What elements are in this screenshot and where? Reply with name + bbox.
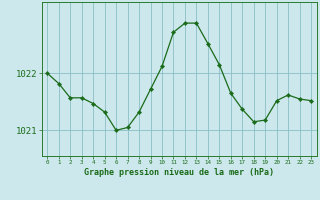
- X-axis label: Graphe pression niveau de la mer (hPa): Graphe pression niveau de la mer (hPa): [84, 168, 274, 177]
